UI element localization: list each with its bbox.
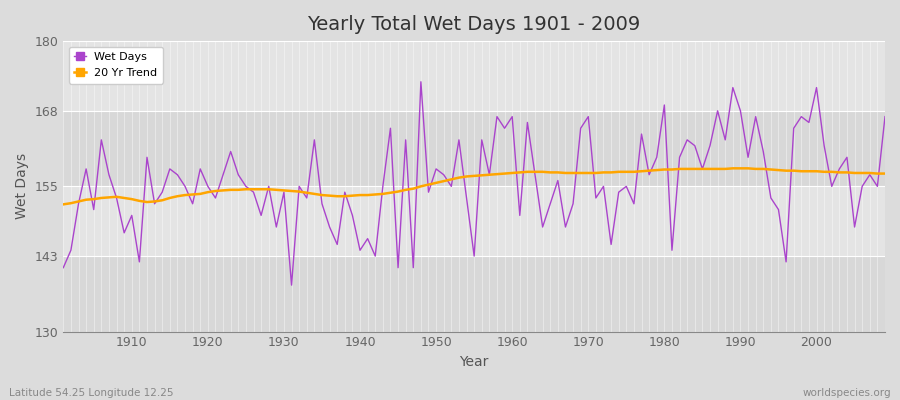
20 Yr Trend (58, 202, 68, 207)
Wet Days (416, 79, 427, 84)
Line: 20 Yr Trend: 20 Yr Trend (63, 168, 885, 204)
Wet Days (613, 190, 624, 194)
Bar (63, 186, 885, 256)
Title: Yearly Total Wet Days 1901 - 2009: Yearly Total Wet Days 1901 - 2009 (308, 15, 641, 34)
X-axis label: Year: Year (460, 355, 489, 369)
20 Yr Trend (286, 188, 297, 193)
20 Yr Trend (119, 196, 130, 200)
Wet Days (293, 184, 304, 189)
Wet Days (119, 230, 130, 235)
Line: Wet Days: Wet Days (63, 82, 885, 285)
Bar (63, 41, 885, 111)
20 Yr Trend (507, 170, 517, 175)
Wet Days (286, 283, 297, 288)
20 Yr Trend (332, 194, 343, 199)
20 Yr Trend (879, 171, 890, 176)
Y-axis label: Wet Days: Wet Days (15, 153, 29, 220)
Wet Days (879, 114, 890, 119)
Legend: Wet Days, 20 Yr Trend: Wet Days, 20 Yr Trend (68, 47, 163, 84)
Bar (63, 256, 885, 332)
Wet Days (58, 265, 68, 270)
Wet Days (515, 213, 526, 218)
20 Yr Trend (500, 171, 510, 176)
Text: Latitude 54.25 Longitude 12.25: Latitude 54.25 Longitude 12.25 (9, 388, 174, 398)
Bar (63, 111, 885, 186)
Text: worldspecies.org: worldspecies.org (803, 388, 891, 398)
Wet Days (522, 120, 533, 125)
20 Yr Trend (727, 166, 738, 171)
20 Yr Trend (598, 170, 609, 175)
Wet Days (339, 190, 350, 194)
